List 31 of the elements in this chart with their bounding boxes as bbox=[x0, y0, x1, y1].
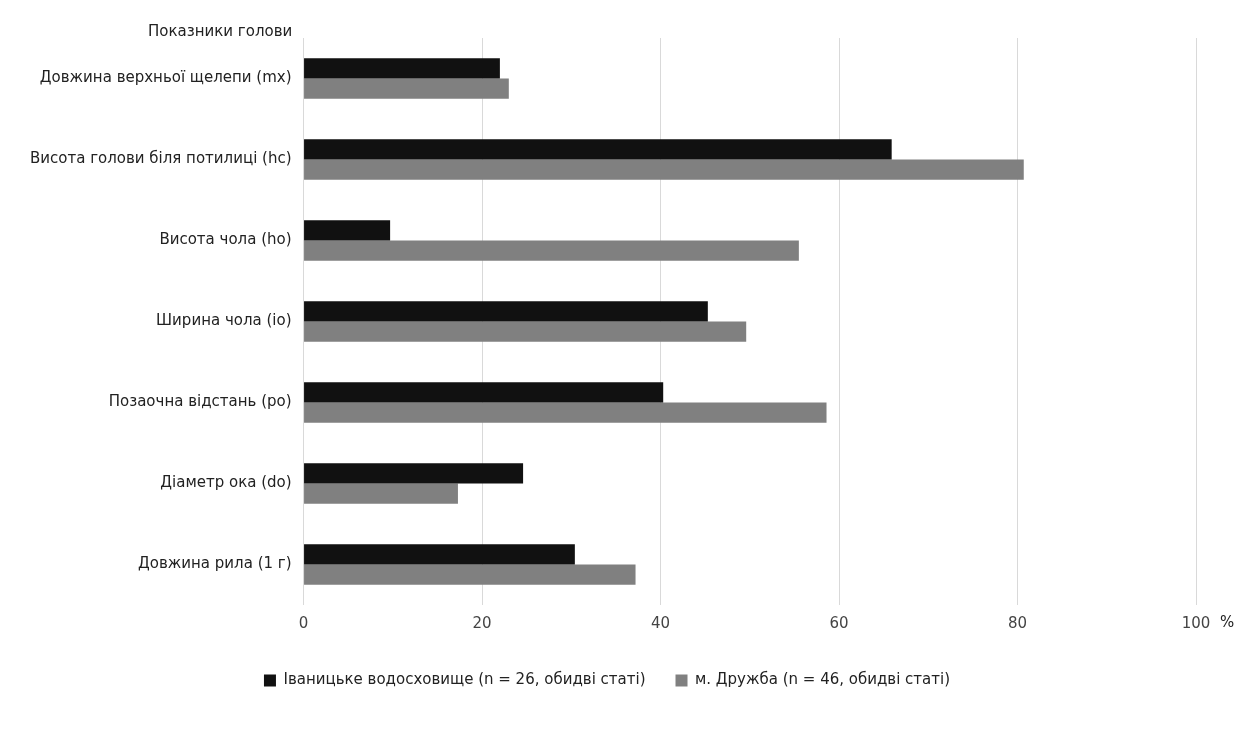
y-axis-title: Показники голови bbox=[148, 22, 293, 40]
legend-label: Іваницьке водосховище (n = 26, обидві статі) bbox=[283, 670, 646, 689]
legend-label: м. Дружба (n = 46, обидві статі) bbox=[695, 670, 951, 689]
bar bbox=[304, 58, 500, 79]
bar bbox=[304, 463, 524, 484]
x-tick-label: 40 bbox=[650, 613, 671, 632]
y-tick-label: Діаметр ока (do) bbox=[160, 473, 292, 492]
y-tick-label: Позаочна відстань (po) bbox=[108, 392, 292, 411]
y-tick-label: Висота чола (ho) bbox=[159, 230, 292, 249]
bar bbox=[304, 301, 708, 322]
x-axis-title: % bbox=[1220, 613, 1235, 631]
y-tick-label: Довжина верхньої щелепи (mx) bbox=[39, 68, 292, 87]
bar bbox=[304, 544, 575, 565]
bar bbox=[304, 159, 1024, 180]
bar bbox=[304, 402, 827, 423]
bar bbox=[304, 321, 747, 342]
bar bbox=[304, 483, 458, 504]
bar bbox=[304, 139, 892, 160]
bar bbox=[304, 78, 509, 99]
x-tick-label: 60 bbox=[829, 613, 849, 632]
bar bbox=[304, 240, 799, 261]
y-tick-label: Висота голови біля потилиці (hc) bbox=[29, 149, 292, 168]
bar bbox=[304, 382, 664, 403]
y-tick-label: Ширина чола (io) bbox=[156, 311, 292, 330]
bar bbox=[304, 220, 391, 241]
x-tick-label: 20 bbox=[472, 613, 492, 632]
y-tick-label: Довжина рила (1 г) bbox=[138, 554, 292, 573]
x-tick-label: 0 bbox=[298, 613, 309, 632]
bar bbox=[304, 564, 636, 585]
x-tick-label: 80 bbox=[1007, 613, 1028, 632]
x-tick-label: 100 bbox=[1181, 613, 1211, 632]
